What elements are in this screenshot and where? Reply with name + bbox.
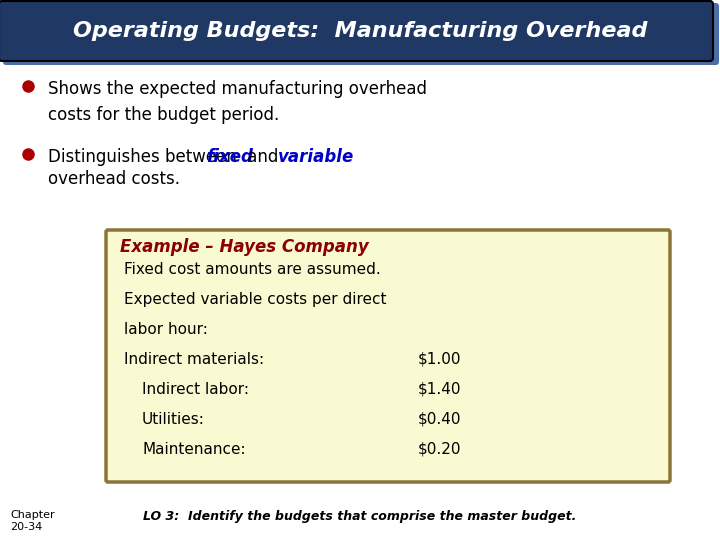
Text: Maintenance:: Maintenance: — [142, 442, 246, 457]
FancyBboxPatch shape — [0, 1, 713, 61]
Text: Utilities:: Utilities: — [142, 412, 205, 427]
Text: fixed: fixed — [207, 148, 253, 166]
Text: LO 3:  Identify the budgets that comprise the master budget.: LO 3: Identify the budgets that comprise… — [143, 510, 577, 523]
FancyBboxPatch shape — [3, 3, 719, 65]
Text: labor hour:: labor hour: — [124, 322, 208, 337]
Text: and: and — [243, 148, 284, 166]
Text: variable: variable — [279, 148, 355, 166]
Text: $0.40: $0.40 — [418, 412, 462, 427]
Text: Shows the expected manufacturing overhead
costs for the budget period.: Shows the expected manufacturing overhea… — [48, 80, 427, 124]
Text: $0.20: $0.20 — [418, 442, 462, 457]
Text: Fixed cost amounts are assumed.: Fixed cost amounts are assumed. — [124, 262, 381, 277]
Text: Example – Hayes Company: Example – Hayes Company — [120, 238, 369, 256]
Text: Distinguishes between: Distinguishes between — [48, 148, 242, 166]
Text: Indirect labor:: Indirect labor: — [142, 382, 249, 397]
Text: Chapter
20-34: Chapter 20-34 — [10, 510, 55, 532]
Text: Expected variable costs per direct: Expected variable costs per direct — [124, 292, 387, 307]
Text: $1.00: $1.00 — [418, 352, 462, 367]
FancyBboxPatch shape — [106, 230, 670, 482]
Text: $1.40: $1.40 — [418, 382, 462, 397]
Text: Indirect materials:: Indirect materials: — [124, 352, 264, 367]
Text: overhead costs.: overhead costs. — [48, 170, 180, 188]
Text: Operating Budgets:  Manufacturing Overhead: Operating Budgets: Manufacturing Overhea… — [73, 21, 647, 41]
